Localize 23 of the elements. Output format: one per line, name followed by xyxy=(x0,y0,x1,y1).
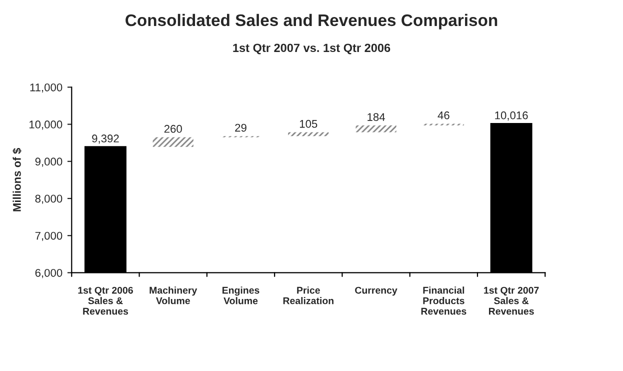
y-tick-label: 10,000 xyxy=(29,120,62,130)
data-label: 105 xyxy=(300,120,318,128)
data-label: 9,392 xyxy=(92,134,119,144)
data-label: 10,016 xyxy=(495,111,528,121)
y-tick-label: 9,000 xyxy=(35,158,62,167)
x-tick-label: 1st Qtr 2006 Sales & Revenues xyxy=(78,286,133,315)
data-label: 260 xyxy=(164,124,182,133)
chart-title: Consolidated Sales and Revenues Comparison xyxy=(126,14,498,30)
x-tick-label: Currency xyxy=(355,286,398,296)
data-label: 46 xyxy=(438,111,450,120)
x-tick-label: 1st Qtr 2007 Sales & Revenues xyxy=(484,286,539,315)
x-tick-label: Machinery Volume xyxy=(150,286,198,304)
data-label: 29 xyxy=(235,124,246,132)
y-tick-label: 7,000 xyxy=(35,232,62,242)
x-tick-label: Financial Products Revenues xyxy=(421,286,466,315)
x-tick-label: Price Realization xyxy=(283,286,334,304)
data-label: 184 xyxy=(368,113,385,121)
y-axis-title: Millions of $ xyxy=(12,148,22,212)
y-tick-label: 11,000 xyxy=(30,83,62,93)
x-tick-label: Engines Volume xyxy=(222,286,260,304)
y-tick-label: 6,000 xyxy=(35,268,62,278)
y-tick-label: 8,000 xyxy=(35,194,62,204)
chart-subtitle: 1st Qtr 2007 vs. 1st Qtr 2006 xyxy=(233,44,390,54)
